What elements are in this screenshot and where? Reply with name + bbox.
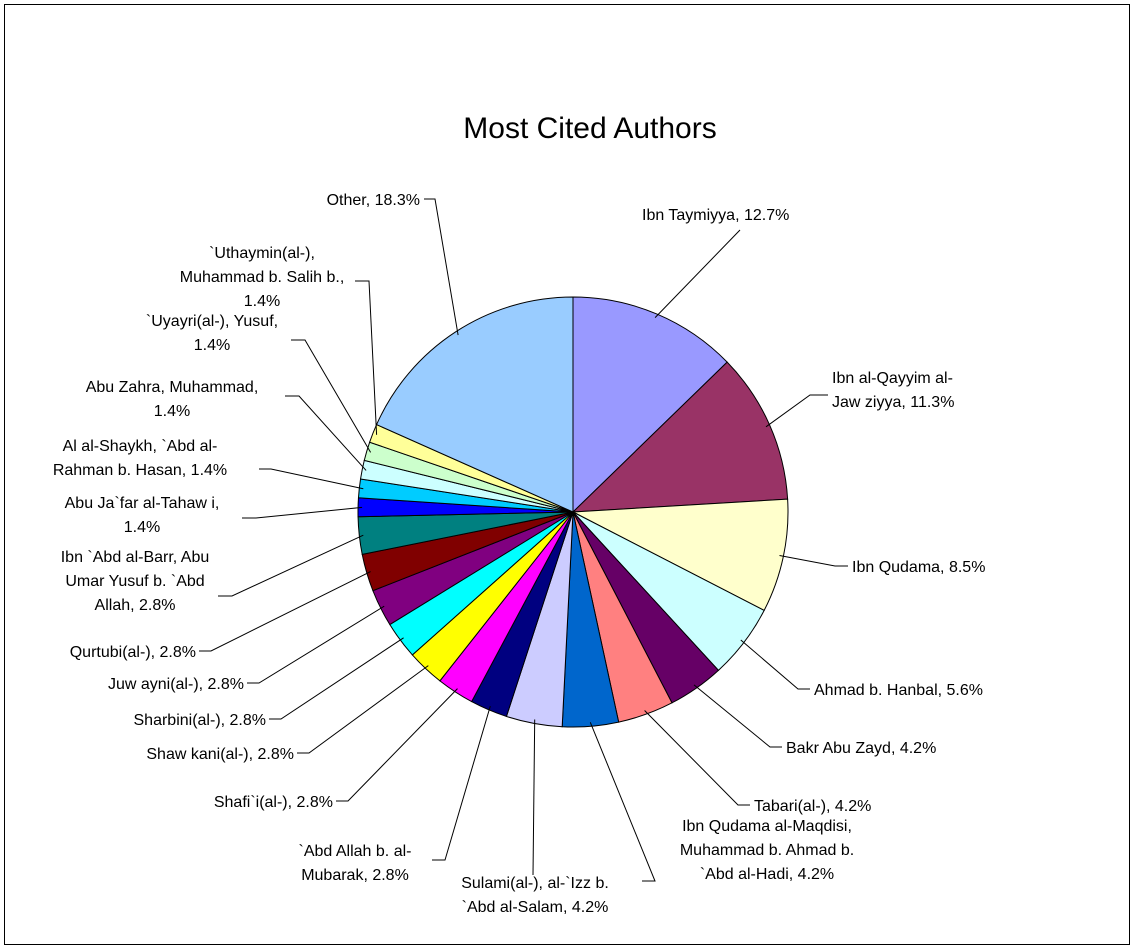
slice-label: Other, 18.3%	[327, 192, 420, 209]
slice-label: Tabari(al-), 4.2%	[754, 798, 871, 815]
slice-label: Al al-Shaykh, `Abd al-Rahman b. Hasan, 1…	[53, 438, 227, 479]
slice-label: Ibn al-Qayyim al-Jaw ziyya, 11.3%	[832, 370, 954, 411]
slice-label: Qurtubi(al-), 2.8%	[70, 644, 196, 661]
slice-label: Ahmad b. Hanbal, 5.6%	[814, 682, 983, 699]
leader-line	[269, 637, 404, 720]
slice-label: Ibn Taymiyya, 12.7%	[642, 207, 789, 224]
slice-label: Abu Zahra, Muhammad, 1.4%	[86, 379, 259, 420]
slice-label: Bakr Abu Zayd, 4.2%	[786, 740, 936, 757]
slice-label: Sharbini(al-), 2.8%	[134, 712, 267, 729]
leader-line	[740, 639, 810, 690]
slice-label: Ibn `Abd al-Barr, Abu Umar Yusuf b. `Abd A…	[61, 549, 210, 614]
slice-label: `Uthaymin(al-), Muhammad b. Salih b., 1.4%	[180, 245, 345, 310]
leader-line	[779, 555, 848, 567]
leader-line	[199, 571, 371, 652]
leader-line	[532, 719, 536, 876]
leader-line	[589, 722, 656, 882]
leader-line	[247, 605, 385, 684]
leader-line	[291, 339, 372, 453]
leader-line	[765, 394, 828, 428]
leader-line	[297, 665, 429, 754]
leader-line	[654, 229, 741, 318]
leader-line	[693, 684, 782, 748]
leader-line	[644, 710, 750, 806]
leader-line	[285, 395, 367, 471]
slice-label: Shaw kani(al-), 2.8%	[146, 746, 294, 763]
leader-line	[336, 688, 458, 802]
pie-slice	[572, 296, 728, 514]
slice-label: Sulami(al-), al-`Izz b. `Abd al-Salam, 4.…	[461, 875, 609, 916]
slice-labels: Ibn Taymiyya, 12.7% Ibn al-Qayyim al-Jaw …	[53, 192, 986, 916]
pie-slices	[357, 296, 789, 728]
chart-title: Most Cited Authors	[463, 112, 716, 145]
pie-slice	[571, 361, 789, 513]
slice-label: Ibn Qudama al-Maqdisi, Muhammad b. Ahmad …	[680, 818, 854, 883]
leader-lines	[199, 198, 848, 882]
leader-line	[259, 468, 364, 490]
slice-label: Juw ayni(al-), 2.8%	[108, 676, 244, 693]
pie-slice	[375, 296, 574, 513]
leader-line	[432, 705, 491, 861]
leader-line	[355, 280, 378, 435]
slice-label: Shafi`i(al-), 2.8%	[214, 794, 333, 811]
slice-label: Abu Ja`far al-Tahaw i, 1.4%	[65, 495, 220, 536]
slice-label: Ibn Qudama, 8.5%	[852, 559, 985, 576]
slice-label: `Abd Allah b. al-Mubarak, 2.8%	[299, 843, 412, 884]
leader-line	[424, 198, 459, 336]
leader-line	[218, 534, 364, 597]
slice-label: `Uyayri(al-), Yusuf, 1.4%	[146, 313, 278, 354]
leader-line	[242, 506, 363, 519]
